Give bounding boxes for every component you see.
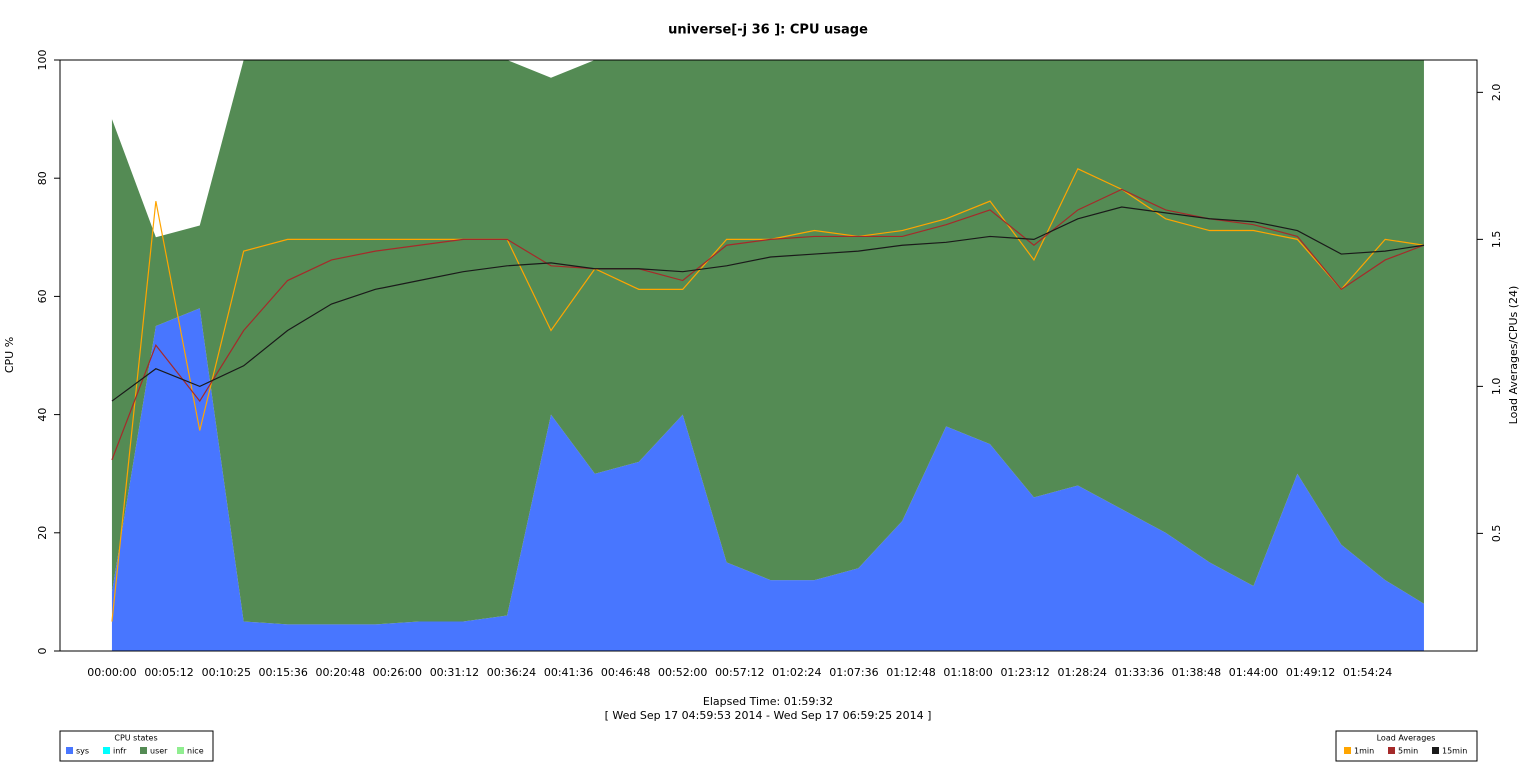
x-tick-label: 00:10:25 (202, 666, 251, 679)
x-tick-label: 00:52:00 (658, 666, 707, 679)
x-tick-label: 01:44:00 (1229, 666, 1278, 679)
chart-title: universe[-j 36 ]: CPU usage (668, 23, 868, 38)
x-tick-label: 01:33:36 (1115, 666, 1164, 679)
y2-tick-label: 1.0 (1490, 378, 1503, 396)
legend-box (59, 730, 214, 762)
legend-label: infr (113, 747, 127, 756)
legend-label: user (150, 747, 168, 756)
x-tick-label: 00:26:00 (373, 666, 422, 679)
y2-tick-label: 1.5 (1490, 231, 1503, 249)
x-tick-label: 01:07:36 (829, 666, 878, 679)
legend-swatch (1388, 747, 1395, 754)
x-tick-label: 00:05:12 (144, 666, 193, 679)
x-axis-label: Elapsed Time: 01:59:32 (703, 695, 833, 708)
legend-swatch (140, 747, 147, 754)
x-tick-label: 01:12:48 (886, 666, 935, 679)
y-tick-label: 20 (36, 526, 49, 540)
legend-label: 15min (1442, 747, 1467, 756)
y-tick-label: 100 (36, 50, 49, 71)
x-tick-label: 01:54:24 (1343, 666, 1392, 679)
legend-swatch (1432, 747, 1439, 754)
area (111, 308, 1424, 651)
x-tick-label: 00:36:24 (487, 666, 536, 679)
y2-tick-label: 0.5 (1490, 525, 1503, 543)
x-tick-label: 00:57:12 (715, 666, 764, 679)
plot-frame (59, 59, 1478, 652)
legend-label: 5min (1398, 747, 1418, 756)
legend-label: 1min (1354, 747, 1374, 756)
legend-swatch (66, 747, 73, 754)
y2-axis-label: Load Averages/CPUs (24) (1507, 286, 1520, 425)
legend-label: sys (76, 747, 89, 756)
x-tick-label: 01:38:48 (1172, 666, 1221, 679)
x-tick-label: 01:28:24 (1058, 666, 1107, 679)
x-tick-label: 00:00:00 (87, 666, 136, 679)
y-tick-label: 0 (36, 648, 49, 655)
x-tick-label: 00:20:48 (316, 666, 365, 679)
y-tick-label: 40 (36, 408, 49, 422)
y-tick-label: 80 (36, 171, 49, 185)
y2-tick-label: 2.0 (1490, 84, 1503, 102)
x-tick-label: 00:15:36 (258, 666, 307, 679)
x-tick-label: 01:02:24 (772, 666, 821, 679)
area (111, 60, 1424, 625)
x-tick-label: 01:18:00 (943, 666, 992, 679)
legend-label: nice (187, 747, 204, 756)
legend-box (1335, 730, 1478, 762)
legend-title: Load Averages (1377, 734, 1436, 743)
x-tick-label: 01:49:12 (1286, 666, 1335, 679)
legend-title: CPU states (114, 734, 157, 743)
legend-swatch (1344, 747, 1351, 754)
x-tick-label: 00:31:12 (430, 666, 479, 679)
legend-swatch (177, 747, 184, 754)
y-tick-label: 60 (36, 289, 49, 303)
subtitle: [ Wed Sep 17 04:59:53 2014 - Wed Sep 17 … (605, 709, 932, 722)
x-tick-label: 00:46:48 (601, 666, 650, 679)
legend-swatch (103, 747, 110, 754)
x-tick-label: 01:23:12 (1000, 666, 1049, 679)
x-tick-label: 00:41:36 (544, 666, 593, 679)
line (111, 206, 1425, 402)
y-axis-label: CPU % (3, 337, 16, 373)
